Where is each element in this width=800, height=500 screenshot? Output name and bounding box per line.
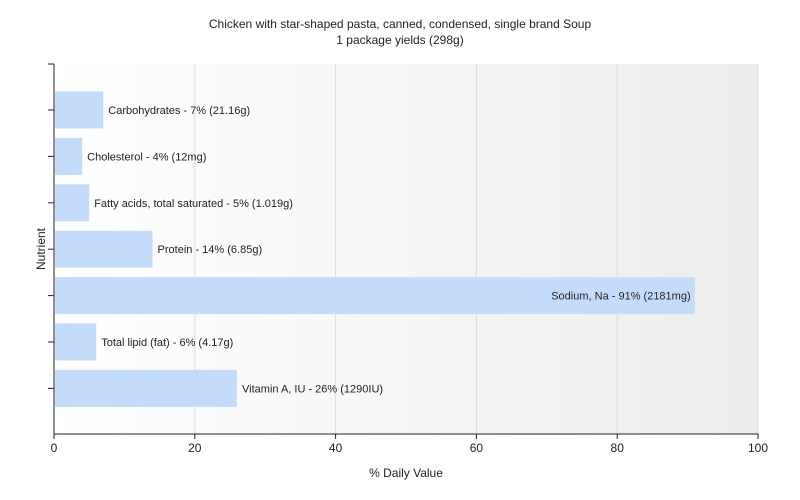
x-tick-label-0: 0 <box>51 441 58 455</box>
bars: Carbohydrates - 7% (21.16g) Cholesterol -… <box>55 91 695 407</box>
x-axis-label: % Daily Value <box>369 466 443 480</box>
x-tick-label-3: 60 <box>470 441 484 455</box>
bar-label-6: Vitamin A, IU - 26% (1290IU) <box>242 383 383 395</box>
y-axis-label: Nutrient <box>34 227 48 270</box>
bar-label-5: Total lipid (fat) - 6% (4.17g) <box>101 337 233 349</box>
bar-label-4: Sodium, Na - 91% (2181mg) <box>551 291 690 303</box>
bar-5 <box>55 323 97 361</box>
bar-1 <box>55 137 83 175</box>
chart-title: Chicken with star-shaped pasta, canned, … <box>209 17 592 31</box>
x-tick-label-1: 20 <box>188 441 202 455</box>
bar-label-2: Fatty acids, total saturated - 5% (1.019… <box>94 198 293 210</box>
x-tick-label-5: 100 <box>748 441 768 455</box>
bar-4 <box>55 277 695 315</box>
bar-0 <box>55 91 104 129</box>
axes: 0 20 40 60 80 100 <box>48 63 768 455</box>
bar-label-3: Protein - 14% (6.85g) <box>158 244 263 256</box>
bar-3 <box>55 230 153 268</box>
x-tick-label-2: 40 <box>329 441 343 455</box>
bar-2 <box>55 184 90 222</box>
x-tick-label-4: 80 <box>611 441 625 455</box>
chart-subtitle: 1 package yields (298g) <box>336 33 463 47</box>
bar-label-0: Carbohydrates - 7% (21.16g) <box>108 105 250 117</box>
bar-6 <box>55 369 238 407</box>
bar-label-1: Cholesterol - 4% (12mg) <box>87 151 206 163</box>
